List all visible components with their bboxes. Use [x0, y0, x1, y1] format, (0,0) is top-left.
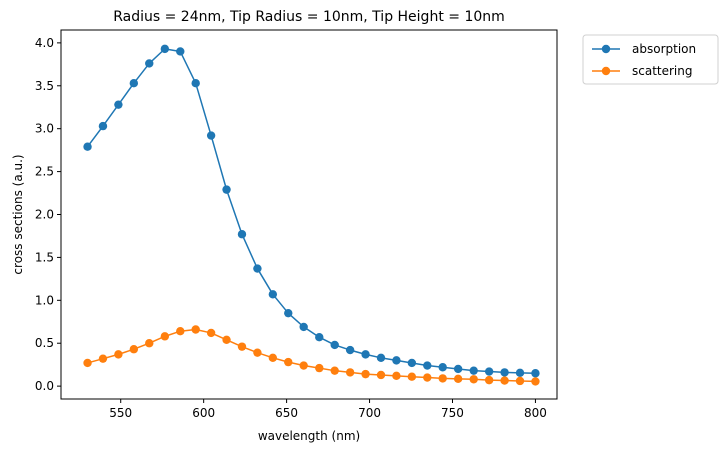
data-point-absorption [484, 367, 494, 376]
x-tick-label: 650 [275, 406, 298, 420]
data-point-scattering [423, 373, 432, 382]
chart-title: Radius = 24nm, Tip Radius = 10nm, Tip He… [113, 9, 505, 25]
x-tick-label: 550 [109, 406, 132, 420]
data-point-absorption [299, 322, 308, 332]
y-tick-label: 1.5 [35, 250, 54, 264]
data-point-absorption [392, 356, 401, 365]
data-point-absorption [345, 345, 355, 355]
y-tick-label: 0.0 [35, 379, 54, 393]
data-point-absorption [453, 364, 463, 374]
data-point-scattering [484, 375, 494, 385]
data-point-scattering [83, 358, 92, 368]
legend: absorption scattering [582, 34, 719, 85]
y-tick-label: 0.5 [35, 336, 54, 350]
data-point-scattering [315, 363, 324, 373]
data-point-scattering [98, 354, 108, 363]
data-point-scattering [129, 345, 139, 354]
data-point-scattering [191, 325, 200, 334]
data-point-scattering [237, 342, 247, 351]
data-point-absorption [98, 121, 108, 131]
data-point-scattering [500, 376, 509, 385]
data-point-absorption [376, 353, 386, 363]
legend-label-absorption: absorption [632, 42, 696, 56]
x-tick-label: 750 [441, 406, 464, 420]
data-point-absorption [237, 230, 247, 239]
data-point-scattering [453, 374, 463, 384]
data-point-absorption [315, 333, 324, 342]
data-point-scattering [392, 371, 401, 381]
series-line-absorption [86, 48, 536, 375]
series-line-scattering [87, 328, 536, 383]
data-point-absorption [206, 131, 216, 140]
y-tick-label: 2.0 [35, 208, 54, 222]
y-tick-label: 3.0 [35, 122, 54, 136]
data-point-scattering [361, 369, 370, 379]
data-point-absorption [176, 47, 185, 56]
legend-marker-scattering [601, 66, 611, 76]
data-point-scattering [114, 350, 123, 359]
data-point-scattering [176, 327, 185, 336]
data-point-scattering [531, 377, 540, 386]
data-point-absorption [83, 142, 92, 151]
data-point-scattering [268, 353, 278, 363]
data-point-scattering [469, 375, 478, 384]
data-point-absorption [114, 100, 123, 109]
x-axis-title: wavelength (nm) [258, 429, 360, 443]
legend-label-scattering: scattering [632, 64, 693, 78]
data-point-absorption [253, 264, 262, 273]
legend-marker-absorption [601, 44, 611, 54]
data-point-absorption [438, 363, 447, 372]
data-point-scattering [515, 376, 525, 386]
y-tick-label: 4.0 [35, 36, 54, 50]
data-point-absorption [469, 366, 478, 375]
data-point-scattering [438, 374, 447, 383]
data-point-scattering [284, 357, 293, 367]
data-point-scattering [407, 372, 417, 381]
data-point-scattering [145, 339, 154, 348]
data-point-absorption [500, 368, 509, 377]
data-point-scattering [206, 328, 216, 338]
x-tick-label: 800 [524, 406, 547, 420]
data-point-scattering [160, 332, 170, 341]
data-point-absorption [129, 79, 139, 88]
data-point-absorption [284, 308, 293, 318]
data-point-absorption [191, 79, 200, 88]
data-point-scattering [222, 335, 231, 344]
y-tick-label: 1.0 [35, 293, 54, 307]
y-tick-label: 3.5 [35, 79, 54, 93]
data-point-absorption [145, 59, 154, 68]
x-tick-label: 600 [192, 406, 215, 420]
data-point-absorption [330, 340, 339, 350]
data-point-scattering [253, 348, 262, 357]
series-scattering [83, 325, 540, 386]
data-point-absorption [268, 290, 278, 299]
data-point-absorption [160, 44, 170, 54]
series-layer [83, 44, 540, 386]
data-point-scattering [376, 370, 386, 380]
series-absorption [83, 44, 540, 378]
data-point-scattering [345, 368, 355, 377]
data-point-absorption [222, 185, 231, 194]
y-axis-title: cross sections (a.u.) [11, 154, 25, 274]
data-point-scattering [299, 361, 308, 370]
data-point-absorption [515, 368, 525, 378]
data-point-scattering [330, 366, 339, 375]
data-point-absorption [531, 369, 540, 378]
data-point-absorption [423, 361, 432, 370]
ticks-layer: 550 600 650 700 750 800 0.0 0.5 1.0 1.5 2.0 2.5 3.0 3… [35, 36, 547, 420]
x-tick-label: 700 [358, 406, 381, 420]
y-tick-label: 2.5 [35, 165, 54, 179]
data-point-absorption [407, 358, 417, 368]
data-point-absorption [361, 350, 370, 359]
